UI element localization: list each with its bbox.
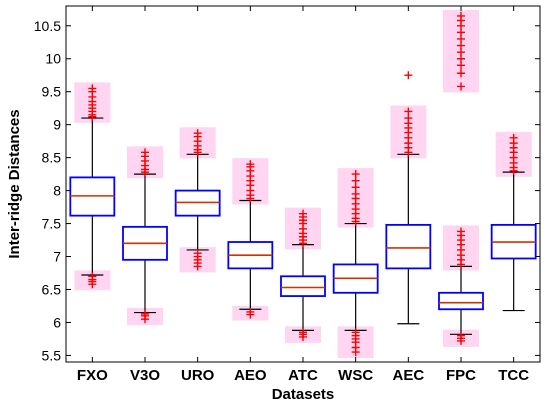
y-tick-label: 9 <box>53 117 61 133</box>
outlier-marker <box>351 170 360 179</box>
iqr-box <box>385 223 432 270</box>
box-uro <box>174 127 221 273</box>
outlier-marker <box>457 82 465 91</box>
y-tick-label: 7.5 <box>42 216 62 232</box>
iqr-box <box>438 291 484 311</box>
box-plot-series <box>69 9 537 359</box>
outlier-marker <box>509 133 518 142</box>
x-category-label: URO <box>181 367 215 384</box>
box-aec <box>385 71 432 325</box>
outlier-marker <box>299 328 307 337</box>
outlier-marker <box>299 209 307 218</box>
outlier-marker <box>404 107 413 116</box>
box-fxo <box>69 82 116 291</box>
x-category-label: FXO <box>77 367 108 384</box>
box-fpc <box>438 9 484 347</box>
box-tcc <box>490 131 537 312</box>
outlier-marker <box>404 71 413 80</box>
y-axis-ticks: 5.5 6 6.5 7 7.5 8 8.5 9 9.5 10 10.5 <box>34 18 540 363</box>
outlier-marker <box>351 328 360 337</box>
box-v3o <box>122 146 168 326</box>
outlier-marker <box>141 148 149 157</box>
x-axis-category-labels: FXO V3O URO AEO ATC WSC AEC FPC TCC <box>77 6 529 384</box>
y-tick-label: 9.5 <box>42 84 62 100</box>
outlier-marker <box>88 272 97 281</box>
outlier-marker <box>141 309 149 318</box>
y-tick-label: 8.5 <box>42 150 62 166</box>
y-tick-label: 7 <box>53 249 61 265</box>
y-tick-label: 10.5 <box>34 18 61 34</box>
outlier-marker <box>246 160 255 169</box>
x-category-label: V3O <box>130 367 160 384</box>
box-wsc <box>332 168 379 359</box>
outlier-marker <box>193 249 202 258</box>
y-tick-label: 8 <box>53 183 61 199</box>
y-tick-label: 6 <box>53 314 61 330</box>
iqr-box <box>280 275 326 297</box>
y-tick-label: 5.5 <box>42 347 62 363</box>
x-category-label: FPC <box>446 367 476 384</box>
x-category-label: AEO <box>234 367 267 384</box>
outlier-marker <box>457 11 465 20</box>
y-tick-label: 6.5 <box>42 281 62 297</box>
x-category-label: WSC <box>338 367 373 384</box>
outlier-marker <box>457 331 465 340</box>
x-category-label: TCC <box>498 367 529 384</box>
outlier-marker <box>88 84 97 93</box>
outlier-marker <box>457 227 465 236</box>
x-category-label: AEC <box>392 367 424 384</box>
box-aeo <box>227 158 274 321</box>
outlier-marker <box>193 129 202 138</box>
outlier-marker <box>246 307 255 316</box>
y-axis-title: Inter-ridge Distances <box>6 109 23 258</box>
box-atc <box>280 207 326 343</box>
y-tick-label: 10 <box>45 51 61 67</box>
outlier-marker <box>457 69 465 78</box>
x-axis-title: Datasets <box>272 386 335 403</box>
x-category-label: ATC <box>288 367 318 384</box>
